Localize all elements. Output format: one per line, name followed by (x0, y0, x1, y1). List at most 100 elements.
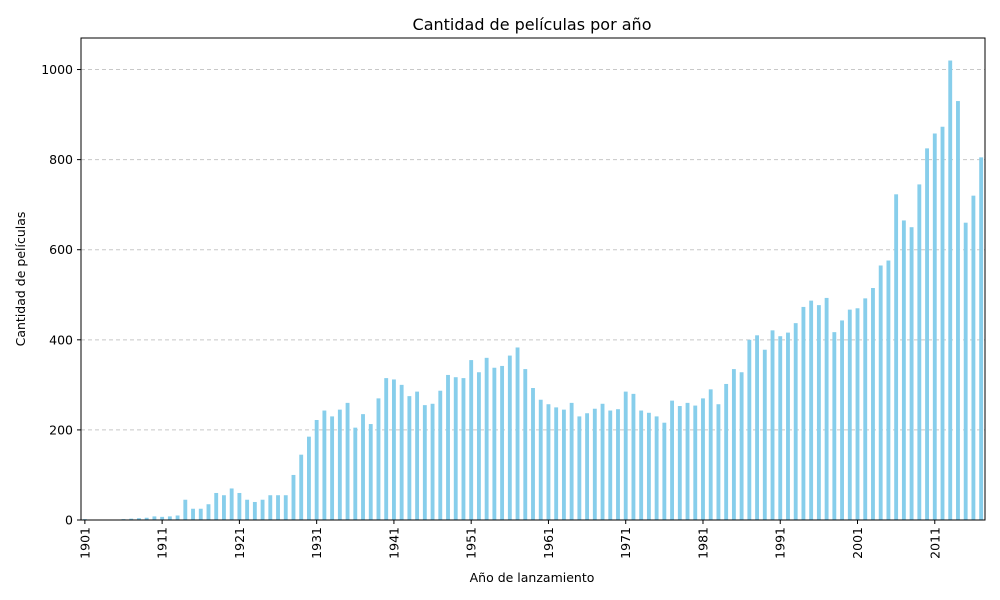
x-axis-ticks: 1901 1911 1921 1931 1941 1951 1961 1971 1981 1991… (77, 520, 942, 559)
bar-1952 (476, 372, 481, 520)
bar-2000 (847, 309, 852, 520)
bar-1991 (778, 336, 783, 520)
bar-1921 (237, 492, 242, 520)
bar-1969 (608, 410, 613, 520)
bar-1945 (422, 405, 427, 520)
bar-1966 (585, 413, 590, 520)
bar-1983 (716, 404, 721, 520)
bar-1968 (600, 403, 605, 520)
x-tick-label: 1941 (386, 527, 401, 559)
bar-1943 (407, 396, 412, 520)
x-tick-label: 1901 (77, 527, 92, 559)
bar-1996 (816, 305, 821, 520)
bar-1988 (755, 335, 759, 520)
bar-1910 (152, 516, 157, 520)
x-tick-label: 2011 (927, 527, 942, 559)
bar-2012 (940, 126, 945, 520)
bar-2016 (971, 195, 976, 520)
bar-1976 (662, 422, 667, 520)
bar-2009 (917, 184, 922, 521)
bar-1972 (631, 393, 636, 520)
bar-1956 (507, 355, 512, 520)
bar-1981 (701, 398, 705, 520)
bar-1933 (330, 416, 335, 520)
bar-1918 (214, 492, 219, 520)
bar-1909 (144, 517, 149, 520)
bar-1948 (446, 374, 450, 520)
bar-1913 (175, 515, 180, 520)
bar-1999 (840, 320, 844, 520)
x-tick-label: 1971 (618, 527, 633, 559)
bar-1982 (708, 389, 713, 520)
bar-1994 (801, 306, 806, 520)
bar-1922 (245, 499, 250, 520)
bar-2002 (863, 298, 868, 520)
y-tick-label: 600 (49, 242, 73, 257)
bar-1920 (229, 488, 234, 520)
bar-1951 (469, 360, 474, 520)
bar-1917 (206, 504, 211, 520)
bar-2005 (886, 260, 891, 520)
bar-1960 (538, 399, 543, 520)
bar-1940 (384, 378, 389, 520)
bar-1986 (739, 372, 744, 520)
bars (82, 60, 984, 521)
bar-2006 (894, 194, 899, 521)
bar-1908 (137, 518, 141, 520)
bar-2007 (901, 220, 906, 520)
bar-1928 (291, 474, 296, 520)
bar-1967 (592, 408, 597, 520)
bar-2004 (878, 265, 883, 520)
x-tick-label: 1951 (464, 527, 479, 559)
y-tick-label: 800 (49, 152, 73, 167)
bar-1944 (415, 391, 420, 520)
x-tick-label: 1921 (232, 527, 247, 559)
bar-2014 (956, 101, 960, 520)
bar-1915 (191, 508, 195, 520)
bar-1995 (809, 300, 814, 520)
bar-1957 (515, 347, 520, 520)
y-tick-label: 0 (65, 513, 73, 528)
bar-1973 (639, 410, 644, 520)
bar-1974 (646, 412, 651, 520)
bar-2008 (909, 227, 914, 520)
bar-1925 (268, 495, 273, 520)
x-tick-label: 1931 (309, 527, 324, 559)
bar-1941 (391, 379, 396, 520)
bar-1971 (623, 391, 628, 520)
bar-1989 (762, 349, 767, 520)
bar-1932 (322, 410, 327, 520)
bar-1992 (786, 332, 790, 520)
y-axis-ticks: 0 200 400 600 800 1000 (41, 62, 81, 528)
bar-1954 (492, 367, 497, 520)
bar-1937 (361, 414, 365, 520)
bar-1929 (299, 454, 304, 520)
x-tick-label: 1961 (541, 527, 556, 559)
bar-1926 (276, 495, 280, 520)
bar-2001 (855, 308, 860, 520)
bar-1962 (554, 407, 559, 520)
bar-1975 (654, 416, 659, 520)
bar-1931 (314, 419, 319, 520)
bar-1907 (129, 518, 134, 520)
bar-1942 (399, 384, 404, 520)
bar-1946 (430, 403, 435, 520)
bar-1912 (167, 516, 172, 520)
bar-1979 (685, 402, 690, 520)
x-tick-label: 2001 (850, 527, 865, 559)
bar-1958 (523, 369, 528, 520)
bar-2011 (932, 133, 937, 520)
bar-1990 (770, 330, 775, 520)
bar-2015 (963, 222, 968, 520)
y-tick-label: 200 (49, 422, 73, 437)
bar-2010 (925, 148, 929, 520)
y-axis-label: Cantidad de películas (13, 212, 28, 347)
bar-1930 (307, 436, 311, 520)
bar-1916 (198, 508, 203, 520)
bar-1985 (731, 369, 736, 520)
bar-1955 (500, 365, 505, 520)
x-tick-label: 1911 (155, 527, 170, 559)
bar-1949 (453, 377, 458, 520)
chart-title: Cantidad de películas por año (413, 15, 652, 34)
x-axis-label: Año de lanzamiento (470, 570, 595, 585)
